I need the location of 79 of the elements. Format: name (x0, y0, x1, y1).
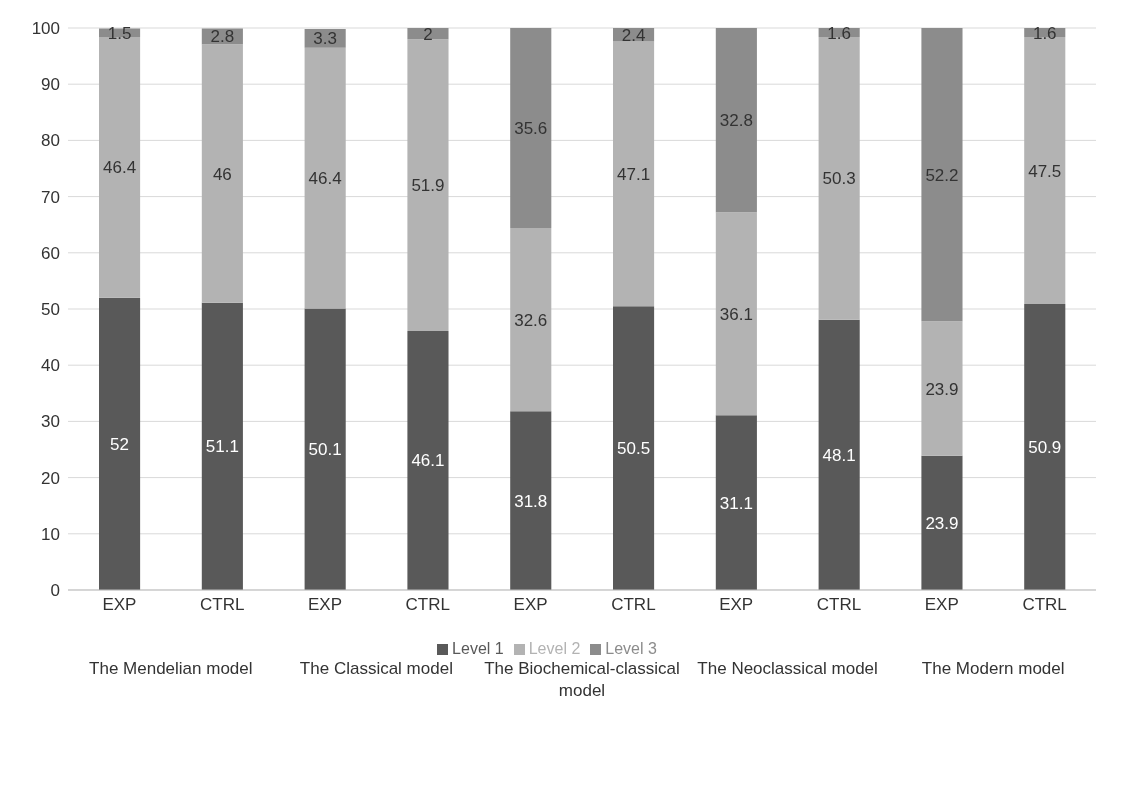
bar (715, 415, 757, 590)
legend-label: Level 3 (605, 640, 657, 657)
x-tick-label: CTRL (405, 595, 450, 615)
data-label: 23.9 (925, 379, 959, 399)
text: The Classical model (298, 658, 454, 680)
data-label: 50.9 (1028, 438, 1062, 458)
legend-label: Level 2 (528, 640, 581, 657)
bar (201, 44, 243, 303)
data-label: 46.4 (103, 158, 137, 178)
x-tick-label: EXP (102, 595, 137, 615)
data-label: 52.2 (925, 165, 959, 185)
data-label: 46.1 (411, 451, 445, 471)
data-label: 2 (423, 24, 433, 44)
data-label: 1.6 (827, 23, 851, 43)
bar (613, 306, 655, 590)
x-tick-label: EXP (719, 595, 754, 615)
y-tick-label: 50 (41, 300, 60, 320)
data-label: 31.1 (719, 493, 753, 513)
bar (304, 308, 346, 590)
bar (510, 28, 552, 229)
data-label: 50.3 (822, 169, 856, 189)
data-label: 50.1 (308, 440, 342, 460)
data-label: 46 (212, 164, 232, 184)
data-label: 31.8 (514, 491, 548, 511)
data-label: 1.6 (1032, 23, 1057, 43)
y-tick-label: 40 (41, 356, 60, 376)
bar (715, 212, 757, 416)
y-tick-label: 90 (41, 75, 60, 95)
bar (1024, 303, 1066, 590)
legend-label: Level 1 (452, 640, 504, 657)
text: The Modern model (920, 658, 1066, 680)
data-label: 52 (110, 434, 130, 454)
data-label: 36.1 (719, 304, 753, 324)
x-tick-label: CTRL (611, 595, 656, 615)
data-label: 47.1 (617, 164, 651, 184)
bar (304, 47, 346, 309)
x-tick-label: EXP (924, 595, 959, 615)
data-label: 3.3 (313, 29, 337, 49)
bar (715, 28, 757, 213)
x-tick-label: CTRL (200, 595, 245, 615)
data-label: 46.4 (308, 169, 342, 189)
text: The Mendelian model (88, 658, 254, 680)
data-label: 2.8 (210, 27, 235, 47)
x-tick-label: CTRL (816, 595, 862, 615)
x-tick-label: EXP (307, 595, 343, 615)
data-label: 47.5 (1028, 161, 1062, 181)
y-tick-label: 100 (31, 19, 60, 39)
data-label: 48.1 (822, 445, 856, 465)
data-label: 51.9 (411, 176, 445, 196)
x-tick-label: CTRL (1022, 595, 1067, 615)
y-tick-label: 70 (41, 187, 60, 207)
data-label: 50.5 (617, 439, 651, 459)
bar (407, 39, 449, 331)
data-label: 1.5 (107, 23, 132, 43)
bar (921, 455, 963, 590)
data-label: 2.4 (621, 25, 646, 45)
y-tick-label: 10 (41, 524, 60, 544)
y-tick-label: 80 (41, 131, 60, 151)
text: The Neoclassical model (696, 658, 879, 680)
bar (613, 41, 655, 307)
bar (407, 330, 449, 590)
x-tick-label: EXP (513, 595, 548, 615)
bar (510, 411, 552, 590)
bar (201, 302, 243, 590)
y-tick-label: 0 (50, 581, 60, 601)
y-tick-label: 60 (41, 243, 60, 263)
data-label: 23.9 (925, 513, 959, 533)
bar (921, 321, 963, 456)
bar (818, 319, 860, 590)
text: The Biochemical-classical model (483, 658, 681, 702)
y-tick-label: 20 (41, 468, 60, 488)
data-label: 32.6 (514, 310, 548, 330)
bar (99, 297, 141, 590)
y-tick-label: 30 (41, 412, 60, 432)
bar (510, 228, 552, 412)
bar (921, 28, 963, 322)
data-label: 32.8 (719, 111, 753, 131)
data-label: 51.1 (205, 437, 239, 457)
data-label: 35.6 (514, 119, 548, 139)
